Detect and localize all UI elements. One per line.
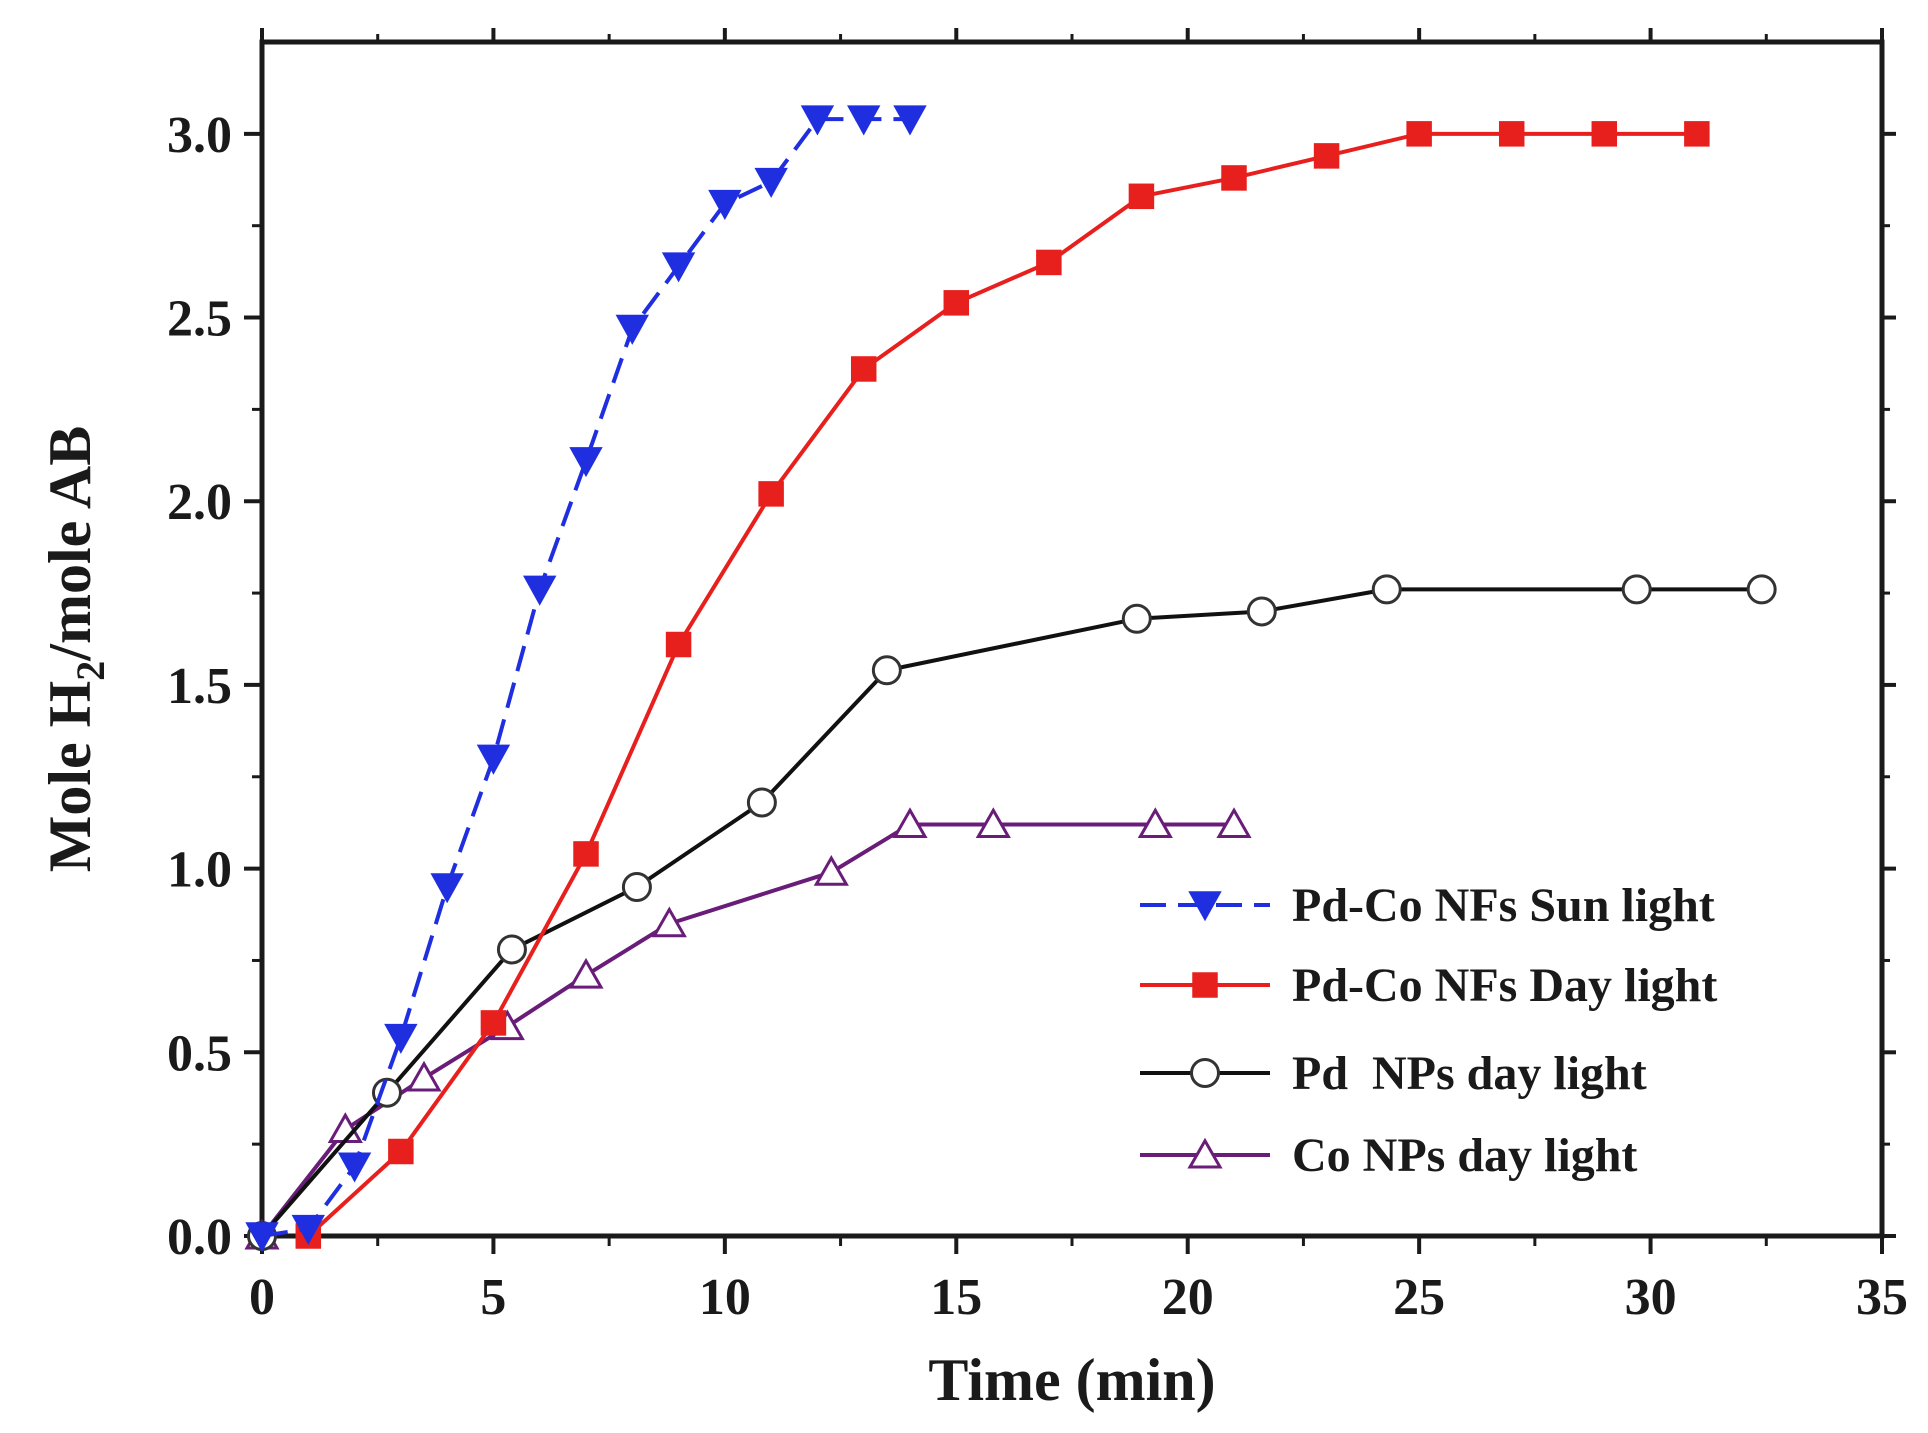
- data-point: [569, 447, 603, 478]
- y-axis-title-suffix: /mole AB: [37, 426, 103, 662]
- legend-marker: [1192, 972, 1218, 998]
- y-axis-title-subscript: 2: [68, 661, 113, 681]
- data-point: [388, 1138, 414, 1165]
- series-0: [245, 105, 927, 1253]
- data-point: [661, 252, 696, 283]
- data-point: [476, 744, 511, 775]
- x-axis-title: Time (min): [928, 1347, 1215, 1413]
- data-point: [975, 807, 1011, 839]
- data-point: [1621, 574, 1652, 605]
- data-point: [337, 1152, 372, 1183]
- data-point: [1371, 574, 1402, 605]
- x-tick-label: 25: [1393, 1269, 1445, 1326]
- y-tick-label: 0.5: [167, 1025, 232, 1082]
- data-point: [754, 167, 788, 198]
- data-point: [1216, 807, 1252, 839]
- data-point: [1313, 143, 1340, 169]
- legend-label: Pd NPs day light: [1292, 1047, 1647, 1100]
- data-point: [1498, 121, 1525, 147]
- data-point: [708, 189, 742, 220]
- data-point: [850, 356, 877, 382]
- y-axis-title-main: Mole H: [37, 681, 103, 873]
- legend-marker: [1188, 891, 1222, 922]
- data-point: [893, 105, 927, 136]
- data-point: [847, 105, 881, 136]
- y-tick-label: 3.0: [167, 107, 232, 164]
- data-point: [1128, 183, 1155, 210]
- data-point: [758, 481, 784, 507]
- data-point: [291, 1214, 325, 1245]
- data-point: [800, 105, 835, 136]
- data-point: [746, 787, 777, 818]
- data-point: [892, 807, 928, 839]
- x-tick-label: 5: [480, 1269, 506, 1326]
- data-point: [1036, 249, 1062, 276]
- y-tick-label: 2.5: [167, 291, 232, 348]
- data-point: [496, 934, 527, 965]
- data-point: [813, 855, 849, 886]
- data-point: [1246, 596, 1277, 627]
- data-point: [1746, 574, 1777, 605]
- plot-area: [244, 105, 1777, 1253]
- legend-marker: [1187, 1137, 1223, 1169]
- series-line: [261, 117, 910, 1238]
- data-point: [615, 314, 649, 345]
- y-tick-label: 0.0: [167, 1209, 232, 1266]
- data-point: [1591, 121, 1618, 147]
- axes: 0 5 10 15 20 25 30 35 0.0 0.5 1.0 1.5 2.0 2.5 3.0: [167, 28, 1908, 1326]
- data-point: [665, 631, 692, 658]
- y-tick-label: 2.0: [167, 474, 232, 531]
- data-point: [245, 1222, 279, 1253]
- x-tick-label: 35: [1856, 1269, 1908, 1326]
- data-point: [430, 873, 464, 904]
- data-point: [1406, 121, 1432, 147]
- y-tick-label: 1.0: [167, 842, 232, 899]
- series-1: [295, 121, 1710, 1249]
- series-line: [306, 131, 1697, 1238]
- data-point: [406, 1060, 442, 1092]
- legend: Pd-Co NFs Sun light Pd-Co NFs Day light Pd…: [1140, 879, 1717, 1182]
- series-2: [247, 574, 1777, 1251]
- y-axis-title: Mole H2/mole AB: [37, 426, 113, 873]
- data-point: [480, 1010, 507, 1036]
- data-point: [1684, 121, 1710, 147]
- data-point: [573, 841, 599, 867]
- data-point: [1137, 807, 1173, 839]
- data-point: [568, 957, 604, 989]
- data-point: [1221, 165, 1247, 191]
- data-point: [651, 906, 687, 938]
- x-tick-label: 0: [249, 1269, 275, 1326]
- y-tick-label: 1.5: [167, 658, 232, 715]
- data-point: [621, 871, 652, 902]
- x-tick-label: 20: [1162, 1269, 1214, 1326]
- data-point: [943, 290, 970, 316]
- data-point: [384, 1023, 418, 1054]
- x-tick-label: 30: [1625, 1269, 1677, 1326]
- legend-label: Pd-Co NFs Sun light: [1292, 879, 1715, 932]
- legend-marker: [1190, 1058, 1220, 1088]
- data-point: [1121, 603, 1152, 634]
- x-tick-label: 15: [930, 1269, 982, 1326]
- legend-label: Co NPs day light: [1292, 1129, 1637, 1182]
- legend-label: Pd-Co NFs Day light: [1292, 959, 1717, 1012]
- data-point: [523, 575, 557, 606]
- x-tick-label: 10: [699, 1269, 751, 1326]
- data-point: [871, 655, 902, 686]
